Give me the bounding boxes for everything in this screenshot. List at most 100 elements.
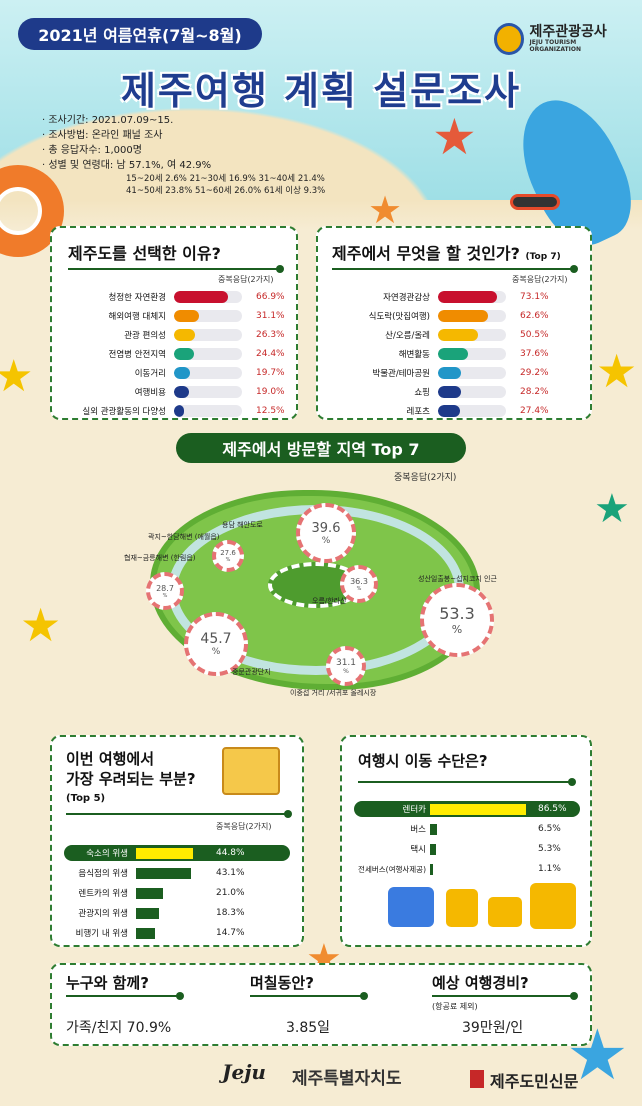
bar xyxy=(438,329,479,341)
bar-label: 쇼핑 xyxy=(414,388,430,398)
region-value-bubble: 45.7% xyxy=(184,612,248,676)
bar-value: 37.6% xyxy=(520,349,549,359)
bar xyxy=(174,405,184,417)
car-icon xyxy=(388,887,434,927)
chartered-bus-icon xyxy=(530,883,576,929)
bar-label: 관광지의 위생 xyxy=(78,909,128,919)
bar-value: 62.6% xyxy=(520,311,549,321)
divider-dot xyxy=(284,810,292,818)
bar xyxy=(174,329,195,341)
bar-label: 여행비용 xyxy=(134,388,166,398)
bar-value: 29.2% xyxy=(520,368,549,378)
divider xyxy=(68,268,278,270)
org-name: 제주관광공사 xyxy=(529,24,607,40)
bar-value: 73.1% xyxy=(520,292,549,302)
activities-title: 제주에서 무엇을 할 것인가? (Top 7) xyxy=(332,240,561,264)
bar-label: 박물관/테마공원 xyxy=(372,369,430,379)
newspaper-name: 제주도민신문 xyxy=(490,1072,579,1091)
bar-label: 레포츠 xyxy=(406,407,430,417)
bar xyxy=(136,867,192,879)
newspaper-logo-icon xyxy=(470,1070,484,1088)
bar-value: 66.9% xyxy=(256,292,285,302)
region-unit: % xyxy=(356,585,362,592)
bar-track xyxy=(174,386,242,398)
region-value-bubble: 27.6% xyxy=(212,540,244,572)
bar-label: 렌트카의 위생 xyxy=(78,889,128,899)
bar-value: 18.3% xyxy=(215,908,245,918)
meta-ages-2: 41~50세 23.8% 51~60세 26.0% 61세 이상 9.3% xyxy=(126,186,326,196)
bar xyxy=(174,367,190,379)
bar-row: 해변활동 37.6% xyxy=(332,345,549,363)
bar-row: 레포츠 27.4% xyxy=(332,402,549,420)
region-unit: % xyxy=(211,647,221,657)
bar-row: 렌트카의 위생 21.0% xyxy=(64,885,290,901)
bar-row: 관광 편의성 26.3% xyxy=(58,326,285,344)
bar xyxy=(438,348,469,360)
region-value: 53.3 xyxy=(439,604,475,623)
bar-value: 1.1% xyxy=(538,864,561,874)
bar xyxy=(136,907,160,919)
region-value-bubble: 53.3% xyxy=(420,583,494,657)
bar-row: 해외여행 대체지 31.1% xyxy=(58,307,285,325)
region-value-bubble: 31.1% xyxy=(326,646,366,686)
bar xyxy=(174,310,199,322)
bar-row: 비행기 내 위생 14.7% xyxy=(64,925,290,941)
bar-value: 14.7% xyxy=(215,928,245,938)
cost-value: 39만원/인 xyxy=(462,1020,524,1036)
bar xyxy=(438,405,460,417)
region-unit: % xyxy=(451,623,463,636)
region-unit: % xyxy=(321,535,331,546)
bar-value: 5.3% xyxy=(537,844,561,854)
bar xyxy=(430,823,438,835)
days-value: 3.85일 xyxy=(286,1020,331,1036)
region-label: 성산일출봉~섭지코지 인근 xyxy=(418,575,497,583)
region-value-bubble: 39.6% xyxy=(296,503,356,563)
org-sub: JEJU TOURISM ORGANIZATION xyxy=(529,39,582,53)
bar-label: 택시 xyxy=(410,845,426,855)
bar-row: 쇼핑 28.2% xyxy=(332,383,549,401)
taxi-icon xyxy=(488,897,522,927)
bar-row: 전염병 안전지역 24.4% xyxy=(58,345,285,363)
reasons-title: 제주도를 선택한 이유? xyxy=(68,244,221,263)
bar xyxy=(174,386,190,398)
divider xyxy=(358,781,570,783)
bar-label: 해외여행 대체지 xyxy=(108,312,166,322)
bar-value: 19.0% xyxy=(256,387,285,397)
bar-track xyxy=(174,310,242,322)
bar-value: 31.1% xyxy=(256,311,285,321)
bar-value: 21.0% xyxy=(215,888,245,898)
region-unit: % xyxy=(162,592,168,599)
region-label: 곽지~한담해변 (애월읍) xyxy=(148,533,220,541)
bar xyxy=(438,386,461,398)
region-label: 중문관광단지 xyxy=(232,668,271,676)
activities-title-suffix: (Top 7) xyxy=(525,252,561,262)
bar-track xyxy=(438,329,506,341)
bar-row: 식도락(맛집여행) 62.6% xyxy=(332,307,549,325)
bar-label: 버스 xyxy=(410,825,426,835)
bar-row: 이동거리 19.7% xyxy=(58,364,285,382)
bar-value: 44.8% xyxy=(215,848,245,858)
concerns-note: 중복응답(2가지) xyxy=(216,822,272,831)
divider-dot xyxy=(570,992,578,1000)
tourism-logo-icon xyxy=(494,23,525,55)
concerns-suffix: (Top 5) xyxy=(66,793,106,804)
sunglasses-icon xyxy=(510,194,560,210)
meta-ages-1: 15~20세 2.6% 21~30세 16.9% 31~40세 21.4% xyxy=(126,174,325,184)
days-title: 며칠동안? xyxy=(250,974,314,992)
bar-label: 전염병 안전지역 xyxy=(108,350,166,360)
regions-title: 제주에서 방문할 지역 Top 7 xyxy=(176,433,466,463)
divider xyxy=(66,995,178,997)
bar-label: 관광 편의성 xyxy=(124,331,166,341)
region-value: 27.6 xyxy=(220,549,236,557)
divider-dot xyxy=(276,265,284,273)
bar-value: 86.5% xyxy=(537,804,567,814)
with-value: 가족/친지 70.9% xyxy=(66,1020,172,1036)
meta-respondents: · 총 응답자수: 1,000명 xyxy=(42,145,142,156)
bar-row: 전세버스(여행사제공) 1.1% xyxy=(354,861,580,877)
divider-dot xyxy=(570,265,578,273)
meta-gender: · 성별 및 연령대: 남 57.1%, 여 42.9% xyxy=(42,160,212,171)
bar-row: 박물관/테마공원 29.2% xyxy=(332,364,549,382)
region-value: 31.1 xyxy=(335,657,357,668)
bar xyxy=(438,310,489,322)
bar-row: 관광지의 위생 18.3% xyxy=(64,905,290,921)
